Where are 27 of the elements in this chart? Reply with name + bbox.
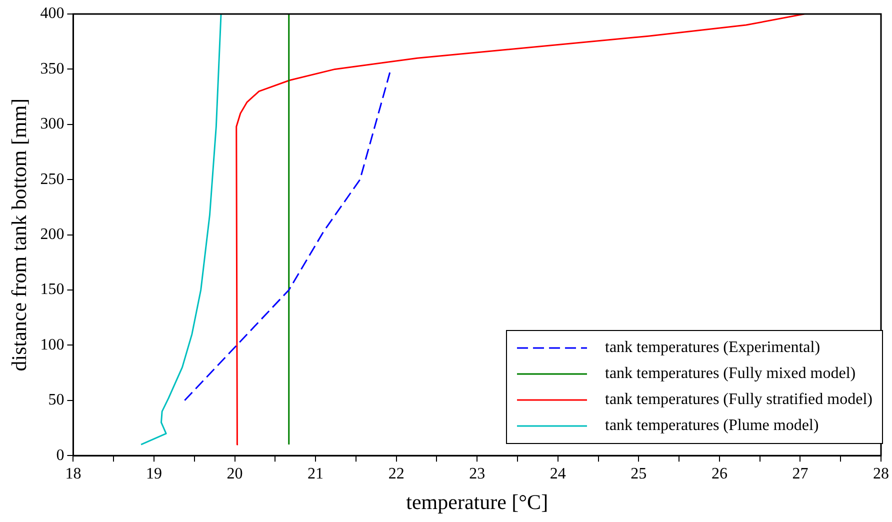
y-tick-label: 250 xyxy=(40,170,64,188)
x-tick-label: 22 xyxy=(388,465,404,482)
x-tick-label: 21 xyxy=(308,465,324,482)
line-series xyxy=(184,72,391,402)
y-tick-label: 400 xyxy=(40,5,64,22)
x-tick-label: 18 xyxy=(65,465,82,482)
x-tick-label: 19 xyxy=(146,465,162,482)
y-tick-label: 300 xyxy=(40,116,64,133)
y-tick-label: 100 xyxy=(40,336,64,354)
x-tick-label: 20 xyxy=(226,465,243,482)
legend-label: tank temperatures (Fully mixed model) xyxy=(605,364,856,383)
x-tick-label: 26 xyxy=(711,465,728,482)
y-tick-label: 0 xyxy=(56,446,64,464)
x-axis-title: temperature [°C] xyxy=(406,490,548,514)
x-tick-label: 23 xyxy=(469,465,486,482)
y-axis-title: distance from tank bottom [mm] xyxy=(7,98,32,372)
x-tick-label: 24 xyxy=(550,465,566,482)
legend-label: tank temperatures (Fully stratified model) xyxy=(605,390,872,409)
y-tick-label: 50 xyxy=(48,392,64,409)
legend-label: tank temperatures (Plume model) xyxy=(605,416,819,435)
x-tick-label: 28 xyxy=(873,465,889,482)
legend-label: tank temperatures (Experimental) xyxy=(605,338,820,357)
y-tick-label: 150 xyxy=(40,281,64,298)
y-tick-label: 350 xyxy=(40,60,64,78)
x-tick-label: 25 xyxy=(630,465,647,482)
y-tick-label: 200 xyxy=(40,226,64,244)
x-tick-label: 27 xyxy=(792,465,808,482)
